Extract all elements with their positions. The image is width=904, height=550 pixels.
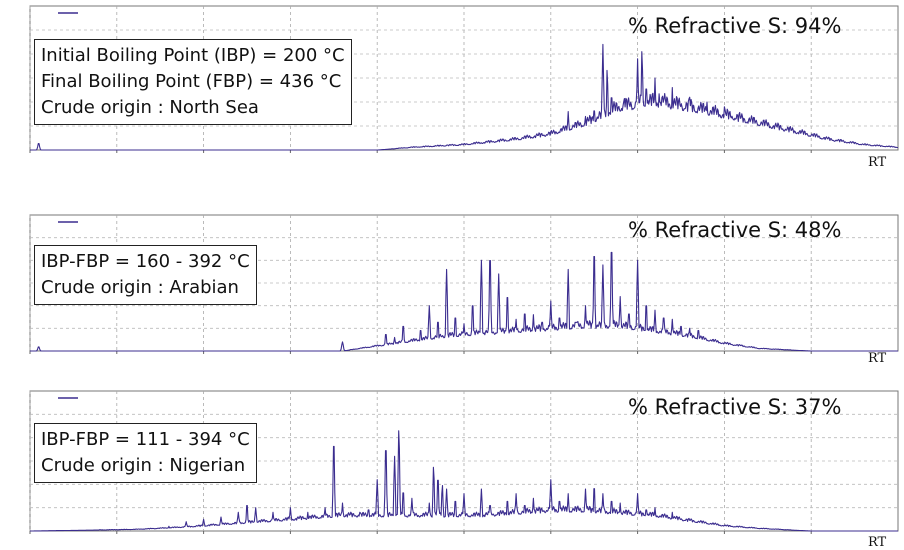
info-box: IBP-FBP = 160 - 392 °C Crude origin : Ar… — [34, 245, 257, 305]
info-line-origin: Crude origin : Arabian — [41, 277, 239, 298]
info-line-origin: Crude origin : North Sea — [41, 97, 259, 118]
x-axis-label-rt: RT — [868, 351, 887, 366]
chromatogram-trace — [30, 430, 898, 532]
info-line-ibp-fbp: IBP-FBP = 111 - 394 °C — [41, 429, 250, 450]
chart-panel-nigerian: IBP-FBP = 111 - 394 °C Crude origin : Ni… — [0, 385, 904, 550]
chart-panel-arabian: IBP-FBP = 160 - 392 °C Crude origin : Ar… — [0, 205, 904, 370]
info-box: Initial Boiling Point (IBP) = 200 °C Fin… — [34, 39, 352, 125]
info-line-origin: Crude origin : Nigerian — [41, 455, 246, 476]
x-axis-label-rt: RT — [868, 155, 887, 170]
chromatogram-trace — [30, 251, 898, 352]
info-line-ibp: Initial Boiling Point (IBP) = 200 °C — [41, 45, 345, 66]
refractive-s-annotation: % Refractive S: 48% — [628, 218, 842, 242]
chart-panel-north-sea: Initial Boiling Point (IBP) = 200 °C Fin… — [0, 0, 904, 175]
refractive-s-annotation: % Refractive S: 37% — [628, 395, 842, 419]
info-line-fbp: Final Boiling Point (FBP) = 436 °C — [41, 71, 342, 92]
x-axis-label-rt: RT — [868, 535, 887, 550]
refractive-s-annotation: % Refractive S: 94% — [628, 14, 842, 38]
info-box: IBP-FBP = 111 - 394 °C Crude origin : Ni… — [34, 423, 257, 483]
info-line-ibp-fbp: IBP-FBP = 160 - 392 °C — [41, 251, 250, 272]
chromatogram-trace — [30, 43, 898, 151]
